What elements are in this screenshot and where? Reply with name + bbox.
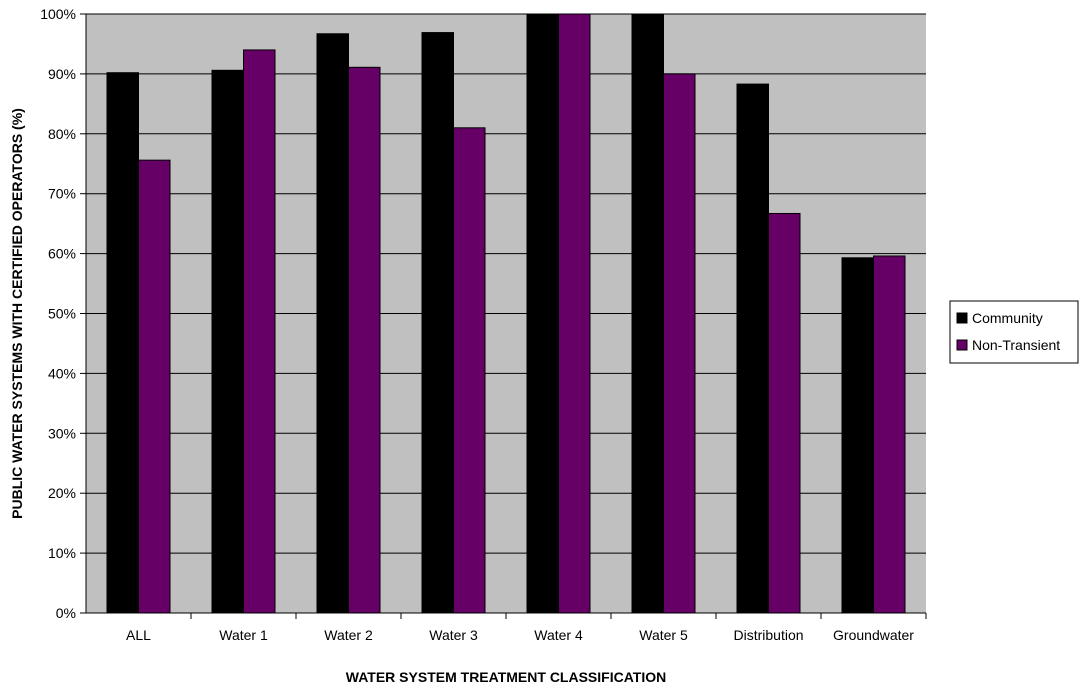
legend-label-non-transient: Non-Transient	[972, 337, 1060, 353]
legend-swatch-non-transient	[956, 339, 968, 351]
y-tick-labels: 0% 10% 20% 30% 40% 50% 60% 70% 80% 90% 100%	[40, 6, 76, 621]
bar-community-water-5	[631, 13, 664, 614]
bar-community-groundwater	[841, 257, 874, 614]
x-tick-label: Water 3	[429, 627, 478, 643]
x-tick-labels: ALL Water 1 Water 2 Water 3 Water 4 Water 5 Di…	[126, 627, 914, 643]
bar-non-transient-distribution	[768, 212, 801, 614]
y-tick-label: 70%	[48, 186, 76, 202]
y-tick-label: 40%	[48, 365, 76, 381]
bar-community-water-4	[526, 13, 559, 614]
x-tick-label: Distribution	[733, 627, 803, 643]
x-tick-label: Water 2	[324, 627, 373, 643]
bar-non-transient-water-5	[663, 73, 696, 614]
legend-label-community: Community	[972, 310, 1043, 326]
x-tick-label: Water 4	[534, 627, 583, 643]
bar-non-transient-groundwater	[873, 255, 906, 614]
y-tick-label: 20%	[48, 485, 76, 501]
y-tick-label: 60%	[48, 246, 76, 262]
bar-community-water-2	[316, 33, 349, 614]
y-tick-label: 100%	[40, 6, 76, 22]
bar-community-water-3	[421, 32, 454, 614]
y-axis-title: PUBLIC WATER SYSTEMS WITH CERTIFIED OPER…	[9, 108, 25, 519]
bar-community-distribution	[736, 83, 769, 614]
axes	[80, 13, 927, 619]
y-tick-label: 30%	[48, 425, 76, 441]
x-tick-label: Water 5	[639, 627, 688, 643]
bar-non-transient-all	[138, 159, 171, 614]
y-tick-label: 0%	[56, 605, 76, 621]
x-tick-label: Groundwater	[833, 627, 914, 643]
y-tick-label: 90%	[48, 66, 76, 82]
bar-community-water-1	[211, 69, 244, 614]
bar-non-transient-water-1	[243, 49, 276, 614]
legend-swatch-community	[956, 312, 968, 324]
bars	[106, 13, 906, 614]
legend: Community Non-Transient	[949, 300, 1079, 364]
bar-non-transient-water-2	[348, 66, 381, 614]
x-axis-title: WATER SYSTEM TREATMENT CLASSIFICATION	[346, 669, 666, 685]
y-tick-label: 50%	[48, 306, 76, 322]
x-tick-label: ALL	[126, 627, 151, 643]
x-tick-label: Water 1	[219, 627, 268, 643]
bar-non-transient-water-3	[453, 127, 486, 614]
bar-non-transient-water-4	[558, 13, 591, 614]
y-tick-label: 10%	[48, 545, 76, 561]
y-tick-label: 80%	[48, 126, 76, 142]
bar-community-all	[106, 72, 139, 614]
legend-box	[949, 300, 1079, 364]
